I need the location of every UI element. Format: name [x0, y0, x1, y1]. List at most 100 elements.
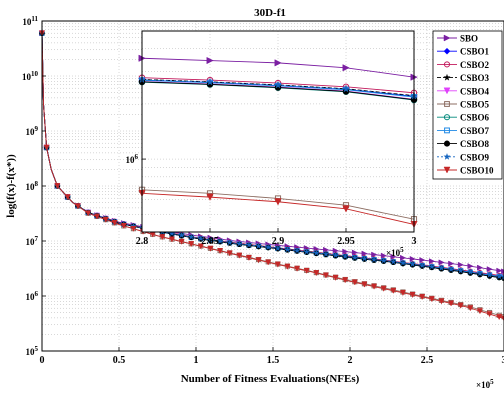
x-tick-label: 0: [40, 355, 45, 366]
data-point-sbo: [390, 253, 397, 260]
data-point-csbo10: [102, 216, 109, 223]
data-point-csbo9: [245, 241, 253, 248]
data-point-csbo10: [496, 314, 503, 321]
data-point-csbo10: [486, 311, 493, 318]
y-tick-label: 107: [26, 235, 39, 247]
data-point-csbo10: [303, 267, 310, 274]
legend-item-csbo1: CSBO1: [437, 47, 490, 57]
legend-label: CSBO4: [460, 86, 490, 96]
data-point-csbo10: [188, 241, 195, 248]
inset-x-exponent-base: ×10: [386, 248, 401, 258]
data-point-csbo10: [438, 298, 445, 305]
data-point-csbo10: [85, 210, 92, 217]
legend-label: CSBO9: [460, 152, 490, 162]
inset-data-point-csbo9: [274, 81, 282, 89]
data-point-csbo10: [457, 302, 464, 309]
data-point-sbo: [380, 252, 387, 259]
data-point-csbo9: [284, 246, 291, 253]
data-point-csbo9: [428, 263, 435, 270]
legend-label: SBO: [460, 34, 478, 44]
data-point-csbo10: [448, 300, 455, 307]
legend-item-csbo3: CSBO3: [437, 73, 490, 83]
data-point-csbo10: [476, 308, 483, 315]
data-point-csbo10: [111, 219, 118, 226]
data-point-sbo: [486, 266, 493, 273]
data-point-csbo10: [64, 194, 71, 201]
y-tick-label: 1010: [22, 70, 39, 82]
data-point-csbo9: [332, 252, 339, 259]
y-tick-label: 106: [26, 290, 39, 302]
data-point-csbo9: [313, 249, 320, 256]
legend: SBO CSBO1 CSBO2 CSBO3 CSBO4 CSBO5 CSBO6 CSBO7 CS…: [432, 30, 503, 180]
legend-marker-csbo9: [443, 153, 451, 160]
legend-item-csbo8: CSBO8: [437, 139, 490, 149]
legend-marker-csbo1: [443, 47, 451, 55]
legend-label: CSBO8: [460, 139, 490, 149]
data-point-csbo10: [467, 305, 474, 312]
legend-marker-csbo7: [444, 127, 450, 134]
data-point-csbo10: [419, 294, 426, 301]
data-point-csbo10: [399, 289, 406, 296]
series-csbo10: [38, 30, 504, 322]
data-point-csbo9: [419, 262, 426, 269]
data-point-csbo9: [500, 273, 504, 280]
data-point-csbo10: [245, 254, 252, 261]
inset-y-tick-label: 106: [126, 153, 139, 165]
data-point-csbo9: [486, 271, 493, 278]
data-point-csbo9: [265, 243, 272, 250]
data-point-csbo9: [342, 253, 349, 260]
legend-label: CSBO7: [460, 126, 490, 136]
data-point-csbo9: [216, 237, 224, 244]
legend-item-sbo: SBO: [437, 34, 478, 44]
inset-data-point-sbo: [274, 59, 282, 67]
data-point-csbo10: [43, 144, 50, 151]
data-point-sbo: [400, 254, 407, 261]
inset-x-tick-label: 2.8: [136, 236, 149, 247]
data-point-sbo: [428, 258, 435, 265]
data-point-csbo9: [496, 273, 503, 280]
x-tick-label: 2: [348, 355, 353, 366]
main-axes: 0 0.5 1 1.5 2 2.5 3 105 106 107 108 109 1010 1011: [22, 15, 504, 366]
data-point-csbo9: [236, 240, 243, 247]
data-point-csbo10: [294, 265, 301, 272]
legend-marker-csbo8: [443, 140, 451, 147]
legend-marker-csbo5: [444, 101, 450, 107]
x-tick-label: 3: [502, 355, 504, 366]
x-exponent-power: 5: [490, 378, 494, 386]
data-point-csbo10: [74, 203, 81, 210]
inset-data-point-sbo: [342, 64, 350, 72]
data-point-csbo10: [351, 279, 358, 286]
y-tick-label: 108: [26, 180, 39, 192]
data-point-sbo: [477, 264, 484, 271]
data-point-csbo10: [168, 236, 175, 243]
data-point-csbo10: [390, 287, 397, 294]
inset-zoom-panel: 2.8 2.85 2.9 2.95 3 106 ×105: [126, 30, 418, 258]
inset-x-exponent-label: ×105: [386, 246, 404, 258]
data-point-csbo9: [370, 256, 378, 263]
main-series-layer: [38, 29, 504, 322]
data-point-csbo9: [178, 231, 185, 238]
data-point-csbo9: [438, 264, 445, 271]
data-point-csbo9: [467, 268, 474, 275]
inset-data-point-csbo9: [206, 78, 214, 86]
legend-marker-sbo: [443, 34, 451, 42]
data-point-csbo9: [255, 242, 262, 249]
legend-marker-csbo3: [443, 73, 451, 81]
data-point-csbo9: [380, 257, 387, 264]
data-point-csbo10: [120, 223, 127, 230]
legend-item-csbo7: CSBO7: [437, 126, 490, 136]
data-point-csbo10: [428, 296, 435, 303]
legend-item-csbo10: CSBO10: [437, 166, 494, 176]
inset-axes: 2.8 2.85 2.9 2.95 3 106: [126, 153, 417, 247]
data-point-csbo10: [342, 277, 349, 284]
y-tick-label: 105: [26, 345, 39, 357]
y-tick-label: 1011: [22, 15, 38, 27]
inset-data-point-csbo10: [274, 198, 282, 206]
data-point-csbo9: [207, 236, 214, 243]
data-point-csbo9: [197, 235, 204, 242]
data-point-csbo10: [226, 250, 233, 257]
data-point-csbo10: [93, 213, 101, 220]
inset-x-tick-label: 2.85: [201, 236, 219, 247]
data-point-csbo9: [409, 260, 416, 267]
x-exponent-base: ×10: [476, 380, 491, 390]
